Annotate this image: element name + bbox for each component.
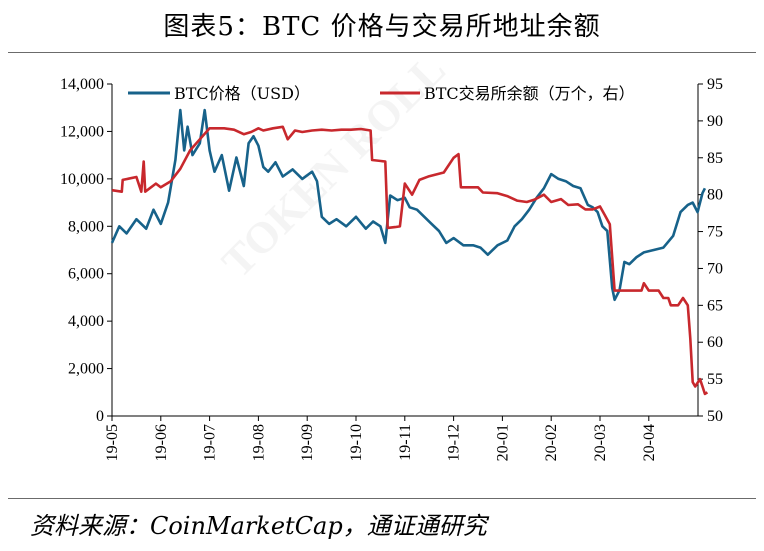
right-axis-tick-label: 90 xyxy=(707,113,723,130)
x-axis-tick-label: 19-06 xyxy=(153,424,170,461)
left-axis-tick-label: 6,000 xyxy=(68,266,104,283)
left-axis-tick-label: 12,000 xyxy=(60,123,104,140)
legend-label-btc-price: BTC价格（USD） xyxy=(174,84,310,103)
x-axis-tick-label: 19-05 xyxy=(104,424,121,461)
chart-title: 图表5：BTC 价格与交易所地址余额 xyxy=(163,12,601,42)
left-axis-tick-label: 4,000 xyxy=(68,313,104,330)
x-axis-tick-label: 19-12 xyxy=(446,424,463,461)
right-axis-tick-label: 60 xyxy=(707,334,723,351)
series-line-exchange-balance xyxy=(111,125,709,396)
x-axis-tick-label: 20-01 xyxy=(494,424,511,461)
dual-axis-line-chart: TOKEN ROLL 0 2,000 4,000 6,000 8,000 10,000 12… xyxy=(60,45,723,462)
x-axis-tick-label: 20-02 xyxy=(543,424,560,461)
source-note: 资料来源：CoinMarketCap，通证通研究 xyxy=(30,512,487,540)
x-axis-tick-label: 20-04 xyxy=(641,424,658,461)
title-divider xyxy=(8,52,756,53)
right-axis-tick-label: 65 xyxy=(707,297,723,314)
right-axis-tick-label: 75 xyxy=(707,224,723,241)
left-axis-tick-label: 14,000 xyxy=(60,76,104,93)
legend-label-exchange-balance: BTC交易所余额（万个，右） xyxy=(424,84,635,103)
x-axis-tick-label: 20-03 xyxy=(592,424,609,461)
watermark-text: TOKEN ROLL xyxy=(212,45,454,287)
left-axis-tick-label: 8,000 xyxy=(68,218,104,235)
right-axis-tick-label: 85 xyxy=(707,150,723,167)
right-axis-tick-label: 80 xyxy=(707,187,723,204)
x-axis-tick-label: 19-08 xyxy=(250,424,267,461)
right-axis-tick-label: 50 xyxy=(707,408,723,425)
watermark-logo: TOKEN ROLL xyxy=(212,45,454,287)
x-axis-tick-label: 19-11 xyxy=(397,424,414,461)
right-axis-tick-label: 55 xyxy=(707,371,723,388)
x-axis-tick-label: 19-10 xyxy=(348,424,365,461)
right-axis-tick-label: 95 xyxy=(707,76,723,93)
x-axis-tick-label: 19-09 xyxy=(299,424,316,461)
left-axis-tick-label: 2,000 xyxy=(68,361,104,378)
x-axis-tick-label: 19-07 xyxy=(202,424,219,461)
right-axis-tick-label: 70 xyxy=(707,260,723,277)
left-axis-tick-label: 0 xyxy=(96,408,104,425)
left-axis-tick-label: 10,000 xyxy=(60,171,104,188)
source-divider xyxy=(8,498,756,499)
